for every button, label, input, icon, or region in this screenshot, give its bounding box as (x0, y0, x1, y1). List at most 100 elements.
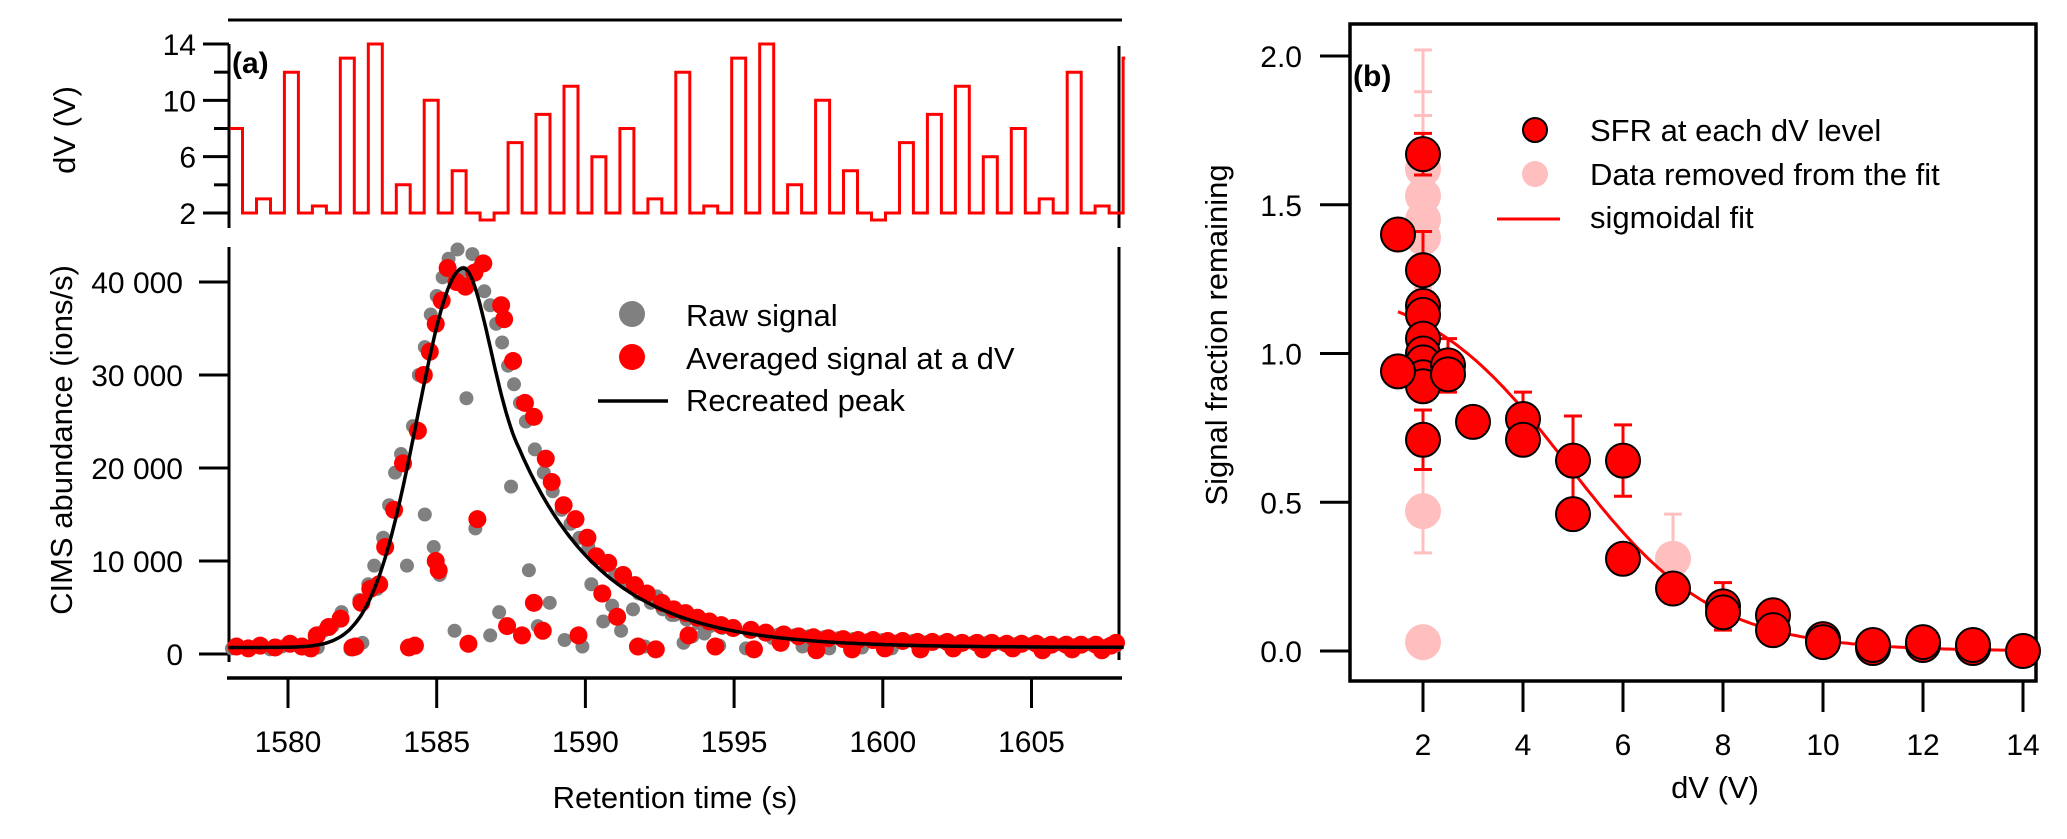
averaged-signal-point (1063, 640, 1082, 659)
cims-x-tick-label: 1590 (552, 726, 619, 759)
averaged-signal-point (515, 393, 534, 412)
dv-y-ticks: 2 6 10 14 (163, 29, 229, 231)
raw-signal-point (417, 507, 432, 522)
cims-x-tick-label: 1605 (998, 726, 1065, 759)
raw-signal-point (504, 479, 519, 494)
averaged-signal-point (498, 617, 517, 636)
cims-x-tick-label: 1580 (255, 726, 322, 759)
sfr-y-tick-label: 1.5 (1260, 190, 1302, 223)
sfr-point (1605, 442, 1641, 479)
raw-signal-point (492, 605, 507, 620)
raw-signal-point (399, 558, 414, 573)
raw-signal-point (447, 623, 462, 638)
sfr-point (1405, 252, 1441, 289)
removed-data-point (1405, 624, 1441, 661)
sfr-x-tick-label: 4 (1515, 729, 1532, 762)
cims-x-tick-label: 1595 (701, 726, 768, 759)
averaged-signal-point (973, 640, 992, 659)
averaged-signal-point (679, 626, 698, 645)
sfr-point (1705, 594, 1741, 631)
legend-peak-label: Recreated peak (686, 383, 905, 418)
raw-signal-point (459, 391, 474, 406)
sfr-y-ticks: 0.0 0.5 1.0 1.5 2.0 (1260, 41, 1350, 669)
cims-x-axis-title: Retention time (s) (553, 780, 798, 815)
averaged-signal-point (533, 621, 552, 640)
sfr-x-tick-label: 8 (1715, 729, 1732, 762)
averaged-signal-point (1033, 641, 1052, 660)
raw-signal-point (507, 377, 522, 392)
averaged-signal-point (944, 639, 963, 658)
sfr-point (1380, 216, 1416, 253)
cims-y-tick-label: 20 000 (91, 453, 183, 486)
averaged-signal-point (438, 259, 457, 278)
averaged-signal-point (706, 637, 725, 656)
averaged-signal-point (301, 639, 320, 658)
sfr-point (1455, 403, 1491, 440)
averaged-signal-point (608, 607, 627, 626)
sfr-x-tick-label: 14 (2006, 729, 2039, 762)
cims-y-ticks: 0 10 000 20 000 30 000 40 000 (91, 267, 229, 672)
averaged-signal-point (251, 636, 270, 655)
averaged-signal-point (875, 639, 894, 658)
raw-signal-point (557, 633, 572, 648)
sfr-point (1555, 496, 1591, 533)
dv-y-tick-label: 10 (163, 85, 196, 118)
raw-signal-point (596, 614, 611, 629)
sfr-point (1855, 627, 1891, 664)
averaged-signal-point (429, 561, 448, 580)
legend-b: SFR at each dV level Data removed from t… (1497, 113, 1940, 235)
legend-raw-marker (619, 301, 645, 327)
sfr-x-tick-label: 10 (1806, 729, 1839, 762)
sfr-y-tick-label: 0.0 (1260, 636, 1302, 669)
averaged-signal-point (599, 553, 618, 572)
averaged-signal-series (227, 254, 1125, 660)
dv-y-tick-label: 6 (179, 142, 196, 175)
sfr-y-tick-label: 0.5 (1260, 487, 1302, 520)
cims-y-tick-label: 10 000 (91, 546, 183, 579)
averaged-signal-point (331, 609, 350, 628)
sfr-point (1405, 421, 1441, 458)
legend-raw-label: Raw signal (686, 298, 838, 333)
legend-a: Raw signal Averaged signal at a dV Recre… (598, 298, 1015, 418)
legend-sfr-marker (1522, 117, 1548, 143)
averaged-signal-point (346, 637, 365, 656)
averaged-signal-point (646, 640, 665, 659)
raw-signal-point (584, 577, 599, 592)
panel-b-label: (b) (1353, 60, 1391, 93)
averaged-signal-point (542, 472, 561, 491)
averaged-signal-point (756, 623, 775, 642)
sfr-y-axis-title: Signal fraction remaining (1199, 164, 1234, 505)
averaged-signal-point (578, 528, 597, 547)
dv-y-tick-label: 2 (179, 198, 196, 231)
sfr-y-tick-label: 2.0 (1260, 41, 1302, 74)
raw-signal-point (483, 628, 498, 643)
sfr-series (1380, 131, 2041, 669)
averaged-signal-point (744, 640, 763, 659)
averaged-signal-point (468, 510, 487, 529)
raw-signal-point (465, 247, 480, 262)
legend-averaged-label: Averaged signal at a dV (686, 341, 1015, 376)
raw-signal-point (450, 242, 465, 257)
sfr-x-tick-label: 12 (1906, 729, 1939, 762)
raw-signal-point (495, 335, 510, 350)
averaged-signal-point (911, 640, 930, 659)
sfr-point (1405, 136, 1441, 173)
raw-signal-point (426, 540, 441, 555)
panel-b-sfr: 0.0 0.5 1.0 1.5 2.0 2 4 6 8 10 12 14 Signal fracti… (1199, 22, 2041, 805)
raw-signal-point (614, 623, 629, 638)
sfr-x-ticks: 2 4 6 8 10 12 14 (1415, 681, 2040, 762)
averaged-signal-point (566, 510, 585, 529)
sfr-point (1755, 612, 1791, 649)
averaged-signal-point (628, 637, 647, 656)
raw-signal-point (542, 595, 557, 610)
averaged-signal-point (459, 634, 478, 653)
averaged-signal-point (593, 584, 612, 603)
averaged-signal-point (492, 296, 511, 315)
legend-removed-marker (1522, 161, 1548, 187)
sfr-point (1555, 442, 1591, 479)
cims-x-ticks: 1580 1585 1590 1595 1600 1605 (255, 678, 1065, 759)
legend-averaged-marker (619, 344, 645, 370)
averaged-signal-point (456, 277, 475, 296)
removed-data-point (1655, 540, 1691, 577)
sfr-y-tick-label: 1.0 (1260, 339, 1302, 372)
